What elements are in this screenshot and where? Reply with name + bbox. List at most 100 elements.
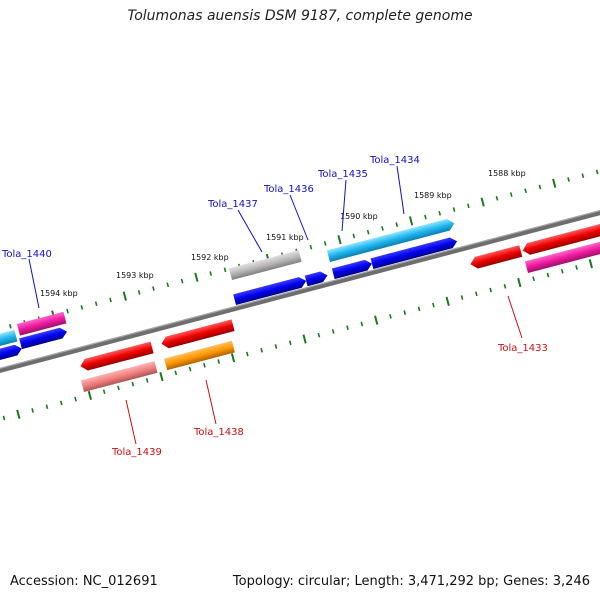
feature-row-reverse-inner bbox=[80, 340, 235, 392]
label-leader-line bbox=[289, 194, 309, 241]
tick-label: 1589 kbp bbox=[414, 191, 452, 200]
major-tick bbox=[408, 216, 414, 226]
minor-tick bbox=[174, 370, 178, 376]
minor-tick bbox=[260, 347, 263, 353]
gene-cds-arrow[interactable] bbox=[0, 343, 23, 368]
major-tick bbox=[445, 296, 450, 306]
gene-label-forward[interactable]: Tola_1434 bbox=[369, 155, 420, 166]
minor-tick bbox=[366, 229, 370, 235]
minor-tick bbox=[352, 233, 356, 239]
minor-tick bbox=[309, 244, 313, 250]
gene-cds-arrow[interactable] bbox=[228, 250, 302, 280]
feature-row-reverse-segment-2 bbox=[469, 222, 600, 270]
gene-cds-arrow[interactable] bbox=[160, 319, 235, 349]
gene-label-reverse[interactable]: Tola_1433 bbox=[497, 343, 548, 354]
label-leader-line bbox=[28, 258, 40, 309]
label-leader-line bbox=[125, 399, 137, 445]
gene-cds-arrow[interactable] bbox=[80, 361, 158, 392]
gene-cds-arrow[interactable] bbox=[19, 326, 68, 350]
feature-row-forward-inner bbox=[0, 326, 68, 368]
feature-row-reverse-segment-3 bbox=[524, 238, 600, 273]
feature-row-forward-segment-2 bbox=[228, 250, 302, 280]
gene-label-forward[interactable]: Tola_1435 bbox=[317, 169, 368, 180]
feature-row-forward-segment-3 bbox=[326, 217, 456, 262]
minor-tick bbox=[102, 389, 106, 394]
gene-cds-arrow[interactable] bbox=[521, 222, 600, 256]
label-leader-line bbox=[507, 295, 523, 339]
gene-cds-arrow[interactable] bbox=[304, 270, 329, 287]
tick-label: 1594 kbp bbox=[40, 289, 78, 298]
minor-tick bbox=[217, 359, 221, 364]
major-tick bbox=[159, 371, 164, 382]
gene-label-forward[interactable]: Tola_1440 bbox=[1, 249, 52, 260]
minor-tick bbox=[524, 188, 527, 194]
major-tick bbox=[302, 334, 307, 344]
minor-tick bbox=[152, 286, 155, 291]
label-leader-line bbox=[396, 165, 405, 215]
minor-tick bbox=[403, 310, 407, 315]
minor-tick bbox=[567, 177, 570, 182]
gene-cds-arrow[interactable] bbox=[524, 238, 600, 273]
minor-tick bbox=[360, 321, 364, 327]
minor-tick bbox=[223, 267, 227, 273]
gene-label-forward[interactable]: Tola_1437 bbox=[207, 199, 258, 210]
minor-tick bbox=[245, 351, 249, 357]
gene-label-forward[interactable]: Tola_1436 bbox=[263, 184, 314, 195]
minor-tick bbox=[145, 378, 149, 383]
minor-tick bbox=[581, 173, 585, 179]
minor-tick bbox=[66, 308, 69, 314]
minor-tick bbox=[438, 211, 442, 216]
gene-cds-arrow[interactable] bbox=[0, 329, 18, 354]
minor-tick bbox=[331, 329, 335, 334]
gene-cds-arrow[interactable] bbox=[233, 276, 307, 305]
minor-tick bbox=[560, 268, 564, 274]
gene-label-reverse[interactable]: Tola_1439 bbox=[111, 447, 162, 458]
gene-cds-arrow[interactable] bbox=[331, 258, 373, 280]
minor-tick bbox=[74, 396, 77, 402]
feature-row-forward-inner-2 bbox=[233, 236, 459, 305]
gene-cds-arrow[interactable] bbox=[326, 217, 456, 262]
minor-tick bbox=[274, 344, 278, 349]
minor-tick bbox=[532, 276, 535, 282]
gene-cds-arrow[interactable] bbox=[164, 340, 235, 371]
gene-label-reverse[interactable]: Tola_1438 bbox=[193, 427, 244, 438]
minor-tick bbox=[2, 415, 6, 421]
major-tick bbox=[230, 353, 236, 363]
minor-tick bbox=[45, 404, 49, 410]
gene-cds-arrow[interactable] bbox=[16, 311, 67, 336]
major-tick bbox=[374, 315, 379, 325]
gene-cds-arrow[interactable] bbox=[79, 341, 154, 372]
minor-tick bbox=[546, 272, 550, 278]
genome-backbone bbox=[0, 210, 600, 373]
major-tick bbox=[337, 235, 342, 245]
tick-label: 1588 kbp bbox=[488, 169, 526, 178]
minor-tick bbox=[432, 302, 435, 308]
minor-tick bbox=[495, 195, 499, 201]
minor-tick bbox=[595, 169, 599, 175]
major-tick bbox=[517, 277, 522, 288]
minor-tick bbox=[180, 278, 184, 284]
minor-tick bbox=[489, 287, 492, 293]
major-tick bbox=[194, 272, 199, 282]
major-tick bbox=[588, 259, 593, 269]
minor-tick bbox=[117, 385, 120, 391]
minor-tick bbox=[317, 332, 321, 338]
minor-tick bbox=[166, 282, 170, 288]
tick-label: 1590 kbp bbox=[340, 212, 378, 221]
minor-tick bbox=[80, 305, 84, 310]
gene-cds-arrow[interactable] bbox=[370, 236, 459, 269]
tick-label: 1593 kbp bbox=[116, 271, 154, 280]
minor-tick bbox=[8, 323, 12, 329]
feature-row-forward-outer bbox=[0, 311, 67, 354]
minor-tick bbox=[209, 271, 213, 276]
minor-tick bbox=[381, 226, 384, 231]
accession-text: Accession: NC_012691 bbox=[10, 574, 158, 589]
backbone-highlight bbox=[0, 210, 600, 369]
minor-tick bbox=[575, 265, 578, 270]
inner-tick-track bbox=[2, 259, 593, 421]
gene-cds-arrow[interactable] bbox=[469, 245, 523, 270]
minor-tick bbox=[137, 290, 141, 295]
major-tick bbox=[122, 291, 127, 301]
minor-tick bbox=[389, 314, 392, 319]
minor-tick bbox=[31, 408, 34, 413]
